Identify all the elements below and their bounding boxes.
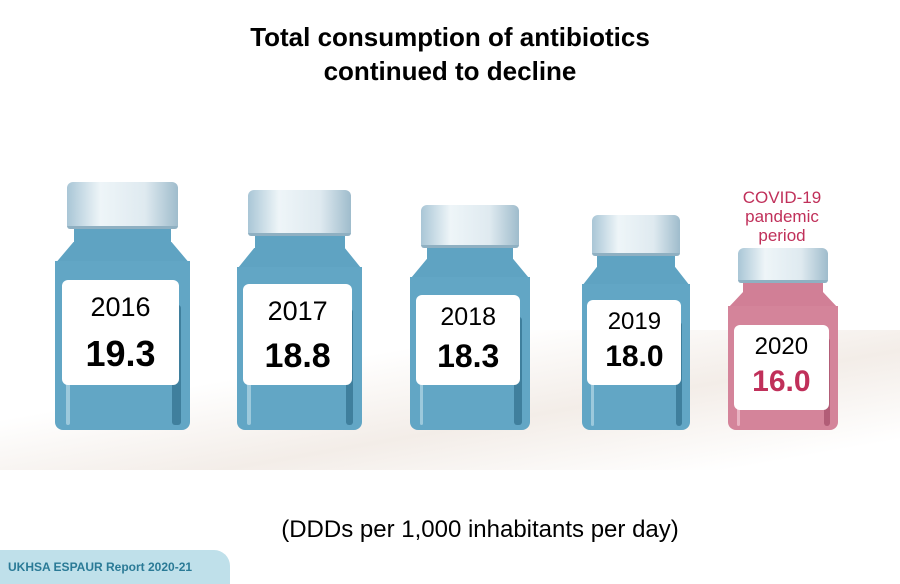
bottle-label: 2018 18.3	[416, 295, 521, 385]
bottle-2018: 2018 18.3	[410, 205, 530, 430]
bottle-label: 2016 19.3	[61, 280, 180, 385]
year: 2017	[267, 296, 328, 326]
cap-icon	[737, 248, 829, 283]
year: 2018	[440, 303, 497, 331]
covid-line: COVID-19	[742, 188, 822, 207]
cap-icon	[67, 182, 178, 230]
year: 2020	[754, 333, 809, 360]
bottle-2016: 2016 19.3	[55, 182, 190, 430]
bottle-2020: 2020 16.0	[728, 248, 838, 430]
value: 18.3	[437, 338, 500, 374]
value: 16.0	[752, 365, 811, 398]
bottle-label: 2017 18.8	[243, 284, 352, 385]
report-footer: UKHSA ESPAUR Report 2020-21	[0, 550, 230, 584]
unit-label: (DDDs per 1,000 inhabitants per day)	[281, 516, 679, 543]
bottle-2017: 2017 18.8	[237, 190, 362, 430]
chart-title: Total consumption of antibiotics continue…	[0, 20, 900, 88]
cap-icon	[248, 190, 351, 236]
value: 18.0	[605, 340, 664, 373]
bottle-label: 2020 16.0	[733, 325, 830, 410]
title-line-1: Total consumption of antibiotics	[250, 22, 650, 52]
title-line-2: continued to decline	[323, 56, 577, 86]
bottle-2019: 2019 18.0	[582, 215, 690, 430]
covid-line: period	[758, 226, 806, 245]
year: 2019	[607, 308, 662, 335]
value: 18.8	[264, 337, 331, 375]
covid-note: COVID-19 pandemic period	[720, 188, 844, 245]
bottle-label: 2019 18.0	[587, 300, 682, 385]
covid-line: pandemic	[745, 207, 819, 226]
value: 19.3	[85, 333, 156, 374]
cap-icon	[591, 215, 681, 256]
year: 2016	[90, 292, 151, 322]
cap-icon	[420, 205, 520, 248]
